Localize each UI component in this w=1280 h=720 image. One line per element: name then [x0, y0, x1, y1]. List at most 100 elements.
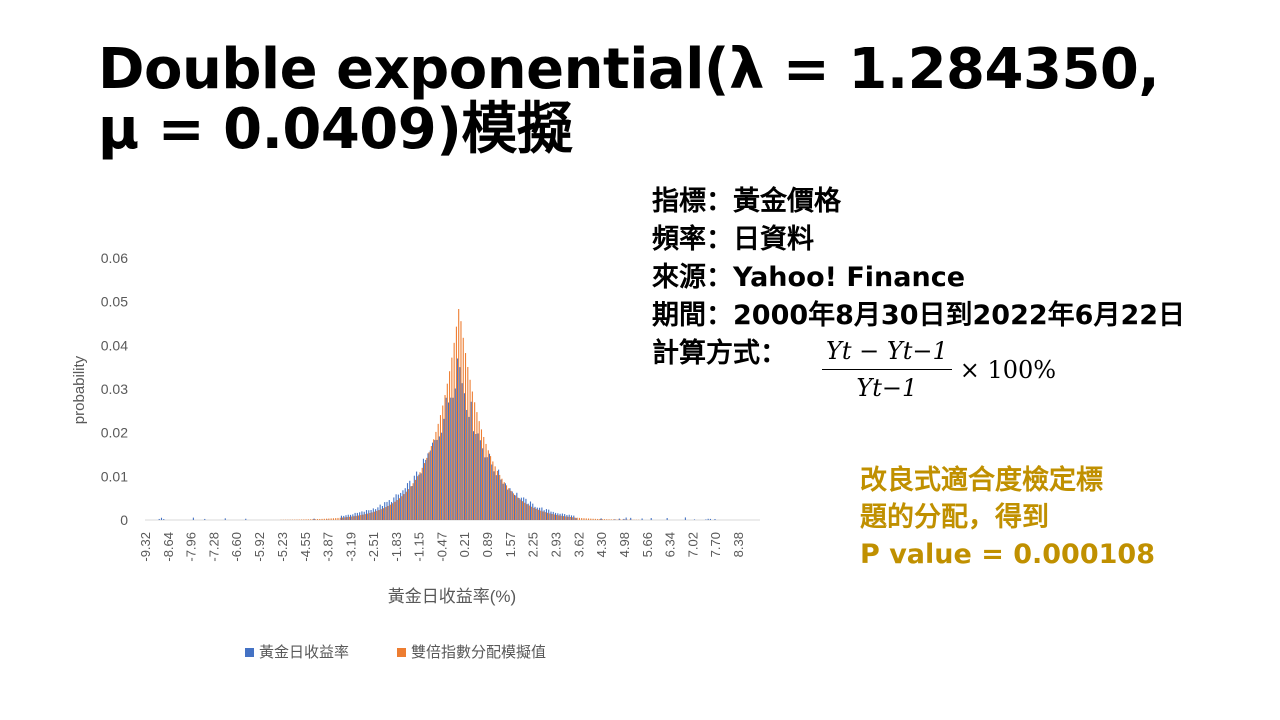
- bar-simulated: [549, 513, 551, 520]
- bar-empirical: [520, 497, 522, 520]
- bar-empirical: [361, 511, 363, 520]
- bar-empirical: [477, 433, 479, 520]
- bar-empirical: [555, 512, 557, 520]
- bar-empirical: [534, 506, 536, 520]
- bar-simulated: [546, 512, 549, 520]
- x-tick-label: -1.83: [389, 532, 404, 562]
- bar-simulated: [556, 514, 558, 520]
- bar-simulated: [574, 517, 576, 520]
- bar-simulated: [408, 489, 410, 520]
- y-axis-title: probability: [71, 355, 88, 424]
- bar-simulated: [503, 482, 505, 520]
- bar-empirical: [545, 509, 547, 520]
- bar-simulated: [380, 509, 382, 520]
- bar-simulated: [526, 504, 528, 520]
- bar-simulated: [307, 519, 309, 520]
- bar-empirical: [356, 512, 358, 520]
- bar-empirical: [377, 507, 379, 520]
- legend-label-simulated: 雙倍指數分配模擬值: [411, 644, 546, 661]
- source-text: 來源：Yahoo! Finance: [652, 262, 966, 293]
- bar-simulated: [426, 457, 428, 520]
- bar-simulated: [499, 474, 501, 520]
- bar-simulated: [300, 519, 303, 520]
- bar-simulated: [337, 517, 339, 520]
- y-tick-label: 0.01: [101, 468, 128, 484]
- bar-empirical: [502, 483, 504, 520]
- bar-simulated: [537, 509, 539, 520]
- bar-empirical: [543, 510, 545, 520]
- bar-simulated: [405, 491, 407, 520]
- bar-empirical: [500, 479, 502, 520]
- bar-empirical: [618, 518, 620, 520]
- x-tick-label: -5.23: [275, 532, 290, 562]
- bar-empirical: [450, 397, 452, 520]
- bar-simulated: [576, 517, 578, 520]
- bar-empirical: [313, 518, 315, 520]
- bar-empirical: [575, 518, 577, 520]
- x-tick-label: 5.66: [640, 532, 655, 557]
- indicator-text: 指標：黃金價格: [652, 186, 841, 217]
- bar-simulated: [369, 513, 371, 520]
- bar-empirical: [245, 518, 247, 520]
- bar-simulated: [578, 517, 580, 520]
- bar-simulated: [603, 519, 606, 520]
- bar-empirical: [384, 502, 386, 520]
- x-tick-label: 7.02: [685, 532, 700, 557]
- bar-empirical: [693, 519, 696, 520]
- bar-simulated: [485, 443, 487, 520]
- bar-empirical: [573, 515, 575, 520]
- bar-empirical: [343, 515, 345, 520]
- bar-empirical: [514, 494, 516, 520]
- bar-empirical: [488, 453, 491, 520]
- bar-simulated: [355, 515, 357, 520]
- bar-empirical: [368, 510, 370, 520]
- bar-simulated: [403, 494, 405, 520]
- bar-simulated: [344, 517, 346, 520]
- x-tick-label: -2.51: [366, 532, 381, 562]
- bar-empirical: [470, 401, 472, 520]
- bar-simulated: [521, 501, 524, 520]
- bar-simulated: [540, 510, 542, 520]
- bar-empirical: [707, 518, 709, 520]
- bar-empirical: [432, 442, 434, 520]
- conclusion-line-1: 改良式適合度檢定標: [860, 465, 1103, 496]
- bar-empirical: [548, 509, 550, 520]
- bar-empirical: [422, 458, 424, 520]
- bar-simulated: [330, 518, 332, 520]
- return-formula: Yt − Yt−1 Yt−1 × 100%: [822, 337, 1056, 402]
- period-text: 期間：2000年8月30日到2022年6月22日: [652, 300, 1186, 331]
- conclusion-text: 改良式適合度檢定標 題的分配，得到 P value = 0.000108: [860, 462, 1180, 573]
- bar-simulated: [428, 452, 430, 520]
- bar-empirical: [418, 474, 420, 520]
- bar-simulated: [364, 514, 366, 520]
- bar-empirical: [359, 512, 361, 520]
- bar-simulated: [435, 431, 437, 520]
- bar-simulated: [535, 508, 537, 520]
- bar-simulated: [515, 495, 517, 520]
- bar-empirical: [158, 518, 160, 520]
- bar-simulated: [449, 371, 451, 520]
- bar-simulated: [494, 466, 496, 520]
- bar-simulated: [467, 366, 469, 520]
- bar-simulated: [581, 518, 583, 520]
- bar-simulated: [501, 478, 503, 520]
- y-tick-label: 0.03: [101, 381, 128, 397]
- y-tick-label: 0: [120, 512, 128, 528]
- x-tick-label: -5.92: [252, 532, 267, 562]
- bar-empirical: [350, 514, 352, 520]
- bar-empirical: [614, 519, 616, 520]
- bar-simulated: [321, 518, 323, 520]
- bar-simulated: [562, 516, 565, 520]
- legend-swatch-simulated: [397, 648, 406, 657]
- bar-simulated: [401, 496, 403, 520]
- bar-empirical: [625, 517, 627, 520]
- bar-simulated: [367, 513, 369, 520]
- bar-simulated: [360, 515, 362, 520]
- method-label: 計算方式：: [652, 338, 787, 369]
- bar-empirical: [406, 483, 409, 520]
- bar-simulated: [615, 519, 617, 520]
- bar-empirical: [507, 489, 509, 520]
- bar-simulated: [398, 498, 401, 520]
- bar-empirical: [224, 518, 226, 520]
